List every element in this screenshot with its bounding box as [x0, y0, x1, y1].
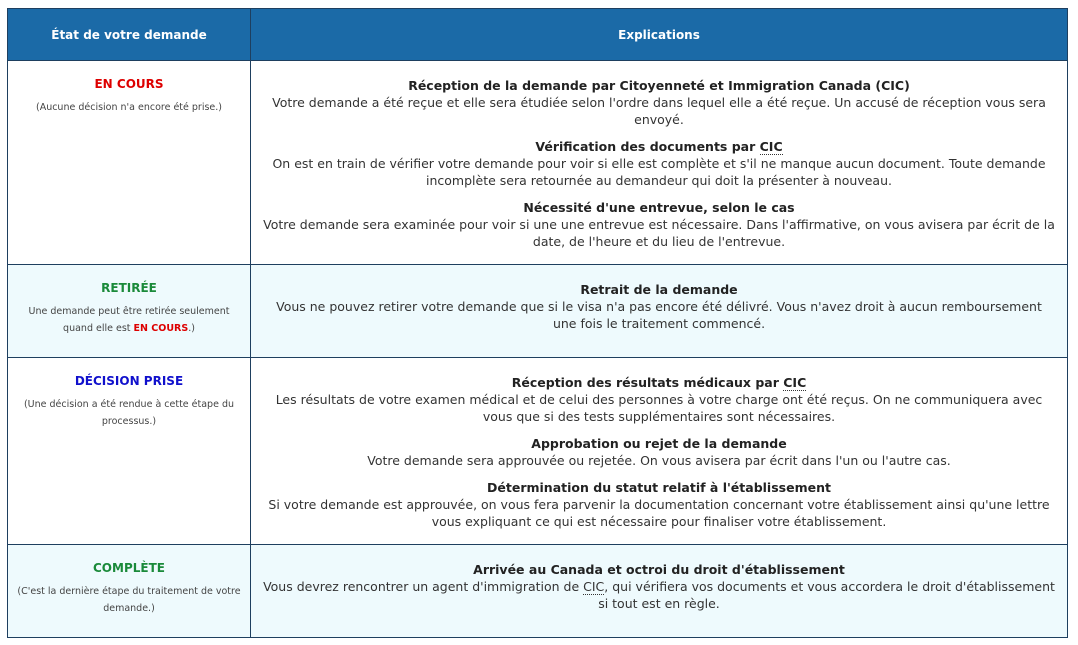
explanation-section: Détermination du statut relatif à l'étab… [263, 479, 1055, 530]
header-explanations: Explications [250, 8, 1068, 61]
section-text: On est en train de vérifier votre demand… [272, 156, 1046, 188]
section-text: Si votre demande est approuvée, on vous … [268, 497, 1050, 529]
section-title: Approbation ou rejet de la demande [531, 436, 787, 451]
explanation-section: Nécessité d'une entrevue, selon le cas Vo… [263, 199, 1055, 250]
table-row-retiree: RETIRÉE Une demande peut être retirée se… [7, 264, 1068, 358]
section-text: Votre demande a été reçue et elle sera é… [272, 95, 1046, 127]
section-text: Vous ne pouvez retirer votre demande que… [276, 299, 1042, 331]
table-header-row: État de votre demande Explications [7, 8, 1068, 61]
state-label: EN COURS [94, 77, 164, 91]
explanation-section: Réception des résultats médicaux par CIC… [263, 374, 1055, 425]
state-note: (Aucune décision n'a encore été prise.) [35, 102, 222, 113]
section-text: Votre demande sera approuvée ou rejetée.… [367, 453, 951, 468]
state-label: RETIRÉE [101, 281, 157, 295]
state-note: (Une décision a été rendue à cette étape… [23, 399, 235, 427]
explanation-section: Vérification des documents par CIC On est… [263, 138, 1055, 189]
explanation-section: Approbation ou rejet de la demande Votre … [263, 435, 1055, 469]
state-note: Une demande peut être retirée seulement … [14, 303, 244, 337]
explanation-section: Retrait de la demande Vous ne pouvez reti… [263, 281, 1055, 332]
header-state: État de votre demande [7, 8, 251, 61]
note-text: Une demande peut être retirée seulement … [28, 306, 230, 334]
section-text-part: Vous devrez rencontrer un agent d'immigr… [263, 579, 584, 594]
abbr-cic[interactable]: CIC [759, 139, 783, 155]
note-text: .) [188, 323, 195, 334]
note-emphasis: EN COURS [133, 323, 189, 334]
section-title: Détermination du statut relatif à l'étab… [487, 480, 831, 495]
section-title: Réception des résultats médicaux par CIC [512, 375, 807, 391]
explanation-section: Arrivée au Canada et octroi du droit d'é… [263, 561, 1055, 612]
abbr-cic[interactable]: CIC [783, 375, 807, 391]
section-title-text: Vérification des documents par [535, 139, 760, 154]
section-title: Vérification des documents par CIC [535, 139, 783, 155]
explanation-section: Réception de la demande par Citoyenneté … [263, 77, 1055, 128]
state-note: (C'est la dernière étape du traitement d… [17, 586, 241, 614]
section-text: Les résultats de votre examen médical et… [275, 392, 1043, 424]
application-status-table: État de votre demande Explications EN CO… [7, 8, 1068, 638]
section-text: Vous devrez rencontrer un agent d'immigr… [263, 579, 1055, 611]
table-row-complete: COMPLÈTE (C'est la dernière étape du tra… [7, 544, 1068, 638]
state-label: COMPLÈTE [93, 561, 165, 575]
abbr-cic[interactable]: CIC [583, 579, 605, 595]
section-title: Réception de la demande par Citoyenneté … [408, 78, 910, 93]
section-title: Arrivée au Canada et octroi du droit d'é… [473, 562, 845, 577]
state-label: DÉCISION PRISE [74, 374, 184, 388]
section-title: Retrait de la demande [580, 282, 738, 297]
table-row-decision-prise: DÉCISION PRISE (Une décision a été rendu… [7, 357, 1068, 545]
table-row-en-cours: EN COURS (Aucune décision n'a encore été… [7, 60, 1068, 265]
section-title: Nécessité d'une entrevue, selon le cas [523, 200, 795, 215]
section-text-part: , qui vérifiera vos documents et vous ac… [598, 579, 1055, 611]
section-title-text: Réception des résultats médicaux par [511, 375, 784, 390]
section-text: Votre demande sera examinée pour voir si… [263, 217, 1055, 249]
